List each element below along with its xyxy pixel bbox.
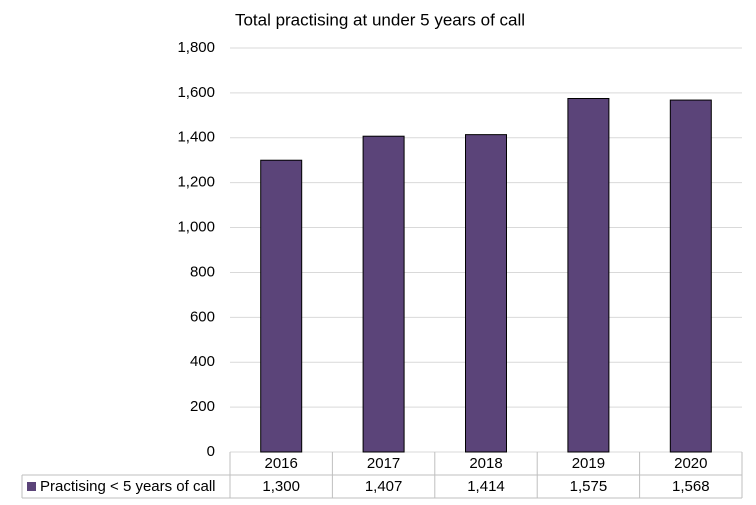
x-tick-label: 2020 xyxy=(674,455,707,472)
bar xyxy=(465,134,507,453)
x-tick-label: 2016 xyxy=(265,455,298,472)
y-tick-label: 1,000 xyxy=(177,219,215,236)
y-tick-label: 600 xyxy=(190,308,215,325)
y-tick-label: 800 xyxy=(190,263,215,280)
x-tick-label: 2019 xyxy=(572,455,605,472)
bar xyxy=(362,135,405,453)
x-tick-label: 2018 xyxy=(469,455,502,472)
y-tick-label: 1,400 xyxy=(177,129,215,146)
bar xyxy=(260,159,303,453)
table-value: 1,414 xyxy=(467,478,505,495)
chart-title: Total practising at under 5 years of cal… xyxy=(235,10,525,29)
y-tick-label: 400 xyxy=(190,353,215,370)
table-value: 1,407 xyxy=(365,478,403,495)
y-tick-label: 200 xyxy=(190,398,215,415)
legend-label: Practising < 5 years of call xyxy=(40,478,216,495)
y-tick-label: 1,200 xyxy=(177,174,215,191)
y-tick-label: 1,600 xyxy=(177,84,215,101)
y-tick-label: 1,800 xyxy=(177,39,215,56)
table-value: 1,568 xyxy=(672,478,710,495)
table-value: 1,300 xyxy=(262,478,300,495)
table-value: 1,575 xyxy=(570,478,608,495)
legend-swatch xyxy=(27,482,36,491)
bar xyxy=(567,98,610,453)
y-tick-label: 0 xyxy=(207,443,215,460)
bar xyxy=(669,99,712,453)
x-tick-label: 2017 xyxy=(367,455,400,472)
